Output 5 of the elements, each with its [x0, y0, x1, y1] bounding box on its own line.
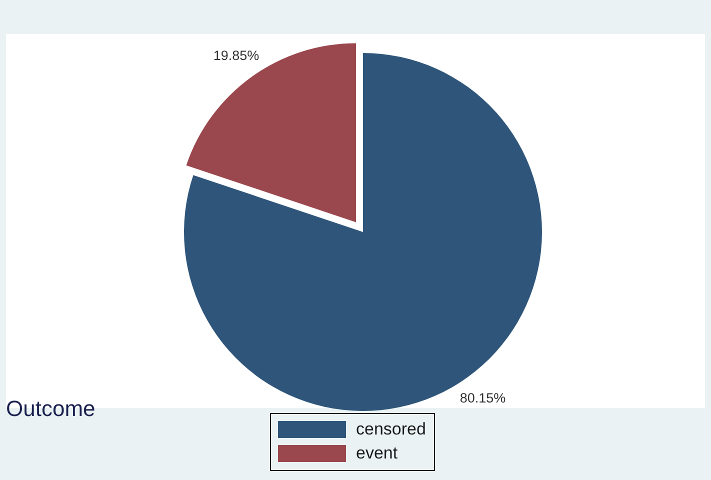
data-label: 19.85%	[213, 48, 260, 63]
legend-label: censored	[356, 420, 426, 438]
legend-label: event	[356, 444, 398, 462]
data-label: 80.15%	[460, 390, 506, 406]
text: Outcome	[6, 396, 96, 421]
